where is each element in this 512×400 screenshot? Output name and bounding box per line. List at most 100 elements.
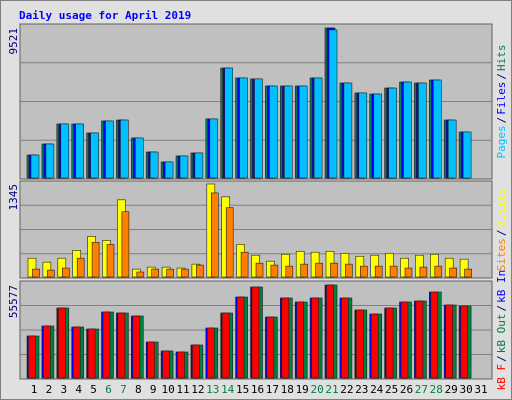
x-tick-label: 19 — [296, 383, 309, 396]
bar — [102, 311, 111, 379]
bar — [151, 268, 159, 278]
bar — [389, 265, 398, 278]
legend-separator: / — [495, 305, 508, 312]
legend-entry: Sites — [495, 238, 508, 271]
x-tick-label: 20 — [310, 383, 323, 396]
x-tick-label: 14 — [221, 383, 235, 396]
legend-separator: / — [495, 230, 508, 237]
x-tick-label: 16 — [251, 383, 264, 396]
bar — [105, 120, 114, 179]
bar — [358, 92, 368, 179]
x-tick-label: 8 — [135, 383, 142, 396]
bar — [429, 253, 439, 278]
legend-entry: kB In — [495, 270, 508, 303]
bar — [430, 291, 439, 379]
bar — [192, 344, 200, 379]
bar — [459, 258, 469, 278]
bar — [432, 79, 442, 179]
bar — [283, 85, 293, 179]
bar — [209, 118, 219, 179]
bar — [121, 211, 130, 278]
x-tick-label: 17 — [266, 383, 279, 396]
bar — [147, 341, 155, 379]
bar — [328, 29, 338, 179]
bar — [90, 132, 99, 179]
legend-entry: Pages — [495, 125, 508, 158]
legend-entry: Hits — [495, 45, 508, 72]
bar — [385, 307, 394, 379]
bar — [313, 77, 323, 179]
x-tick-label: 28 — [430, 383, 443, 396]
legend-entry: Visits — [495, 188, 508, 228]
bar — [315, 262, 323, 278]
x-tick-label: 5 — [90, 383, 97, 396]
bar — [343, 82, 353, 179]
bar — [42, 261, 52, 278]
bar — [419, 266, 428, 278]
bar — [166, 268, 174, 278]
x-tick-label: 11 — [176, 383, 189, 396]
bar — [285, 265, 294, 278]
legend: Pages/Files/Hits — [495, 45, 508, 159]
bar — [60, 123, 70, 179]
bar — [162, 350, 170, 379]
bar — [57, 257, 67, 278]
bar — [255, 262, 264, 278]
x-tick-label: 13 — [206, 383, 219, 396]
x-tick-label: 2 — [46, 383, 53, 396]
bar — [254, 78, 263, 179]
chart-title: Daily usage for April 2019 — [19, 9, 191, 22]
bar — [415, 254, 424, 278]
y-tick-label: 9521 — [7, 28, 20, 55]
bar — [239, 77, 248, 179]
bar — [117, 312, 126, 379]
bar — [415, 300, 424, 379]
bar — [196, 264, 204, 278]
bar — [225, 207, 234, 278]
x-tick-label: 21 — [325, 383, 338, 396]
bar — [404, 267, 413, 278]
x-tick-label: 31 — [474, 383, 487, 396]
bar — [359, 265, 368, 278]
bar — [460, 305, 468, 379]
x-tick-label: 18 — [281, 383, 294, 396]
bar — [296, 301, 305, 379]
bar — [164, 161, 174, 179]
bar — [444, 257, 454, 278]
bar — [30, 154, 40, 179]
bar — [400, 257, 409, 278]
bar — [27, 257, 37, 278]
bar — [57, 307, 66, 379]
x-tick-label: 6 — [105, 383, 112, 396]
bar — [281, 297, 290, 379]
bar — [240, 251, 249, 278]
x-tick-label: 29 — [445, 383, 458, 396]
bar — [418, 82, 427, 179]
bar — [91, 242, 100, 278]
bar — [32, 268, 40, 278]
x-tick-label: 22 — [340, 383, 353, 396]
bar — [341, 297, 349, 379]
bar — [388, 87, 397, 179]
legend-entry: kB Out — [495, 313, 508, 353]
bar — [326, 284, 334, 379]
bar — [47, 269, 55, 278]
bar — [400, 301, 409, 379]
bar — [373, 93, 383, 179]
bar — [266, 316, 275, 379]
bar — [135, 137, 144, 179]
bar — [72, 326, 81, 379]
bar — [43, 325, 51, 379]
bar — [300, 263, 309, 278]
bar — [211, 192, 219, 278]
bar — [464, 268, 472, 278]
bar — [385, 252, 394, 278]
bar — [179, 155, 189, 179]
legend: kB F/kB Out/kB In — [495, 270, 508, 391]
x-tick-label: 23 — [355, 383, 368, 396]
bar — [236, 296, 245, 379]
bar — [434, 265, 443, 278]
x-tick-label: 30 — [459, 383, 472, 396]
bar — [445, 304, 454, 379]
